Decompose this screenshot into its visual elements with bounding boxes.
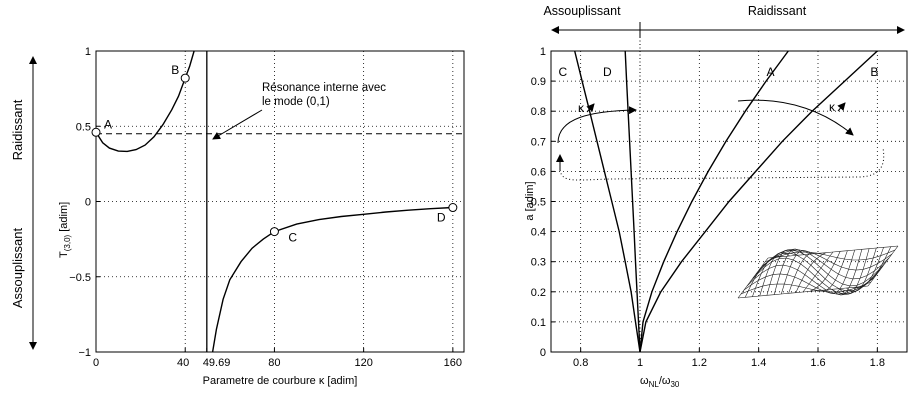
mode-shape-illustration xyxy=(737,245,899,299)
left-x-tick-label-5: 160 xyxy=(444,357,462,369)
right-dotted-loop xyxy=(559,147,885,181)
left-point-D xyxy=(448,203,458,213)
kappa-label-right: κ xyxy=(829,100,836,114)
left-decorations xyxy=(96,51,464,352)
mesh-line-u-17 xyxy=(860,246,892,287)
right-chart: 0.8 1 1.2 1.4 1.6 1.8 0 0.1 0.2 0.3 0.4 0.5 0.6 0.7 0.… xyxy=(524,4,908,389)
right-x-label-sub2: 30 xyxy=(670,380,679,389)
left-point-label-A: A xyxy=(104,117,112,131)
left-side-label-bottom: Assouplissant xyxy=(10,228,25,309)
left-points: A B C D xyxy=(91,63,458,245)
right-x-axis-label: ωNL/ω30 xyxy=(640,375,680,389)
left-y-tick-label-0: −1 xyxy=(78,347,91,359)
left-x-tick-label-4: 120 xyxy=(354,357,372,369)
mesh-line-u-1 xyxy=(744,257,776,298)
left-series-1 xyxy=(211,206,453,353)
mesh-line-v-0 xyxy=(767,245,899,259)
mesh-line-v-10 xyxy=(737,285,869,299)
right-y-tick-label-10: 1 xyxy=(540,46,546,58)
left-y-tick-label-4: 1 xyxy=(85,46,91,58)
right-x-tick-label-0: 0.8 xyxy=(573,357,588,369)
right-series xyxy=(574,50,878,353)
left-point-B xyxy=(180,73,190,83)
right-y-tick-label-2: 0.2 xyxy=(531,287,546,299)
left-y-axis-label-sub: (3,0) xyxy=(63,234,72,251)
right-x-label-omega: ω xyxy=(640,375,649,387)
right-x-label-slash: /ω xyxy=(659,375,671,387)
left-x-tick-label-3: 80 xyxy=(268,357,280,369)
kappa-small-arrow-right xyxy=(837,102,846,112)
right-curve-label-D: D xyxy=(603,65,612,79)
right-series-D xyxy=(624,50,641,353)
left-point-A xyxy=(91,127,101,137)
right-x-tick-label-2: 1.2 xyxy=(692,357,707,369)
right-series-A xyxy=(639,50,789,353)
kappa-label-left: κ xyxy=(578,101,585,115)
right-y-tick-label-4: 0.4 xyxy=(531,227,546,239)
mesh-line-v-4 xyxy=(755,249,887,287)
left-x-axis-label: Parametre de courbure κ [adim] xyxy=(203,375,358,387)
left-y-axis-label-main: T xyxy=(58,251,70,258)
right-x-tick-label-5: 1.8 xyxy=(870,357,885,369)
left-y-tick-label-2: 0 xyxy=(85,197,91,209)
right-x-tick-label-4: 1.6 xyxy=(810,357,825,369)
right-y-tick-label-3: 0.3 xyxy=(531,257,546,269)
left-ticks: 0 40 49.69 80 120 160 −1 −0.5 0 0.5 1 xyxy=(69,46,462,369)
mesh-line-v-9 xyxy=(740,281,872,295)
right-y-tick-label-1: 0.1 xyxy=(531,317,546,329)
left-chart: 0 40 49.69 80 120 160 −1 −0.5 0 0.5 1 A B C D Raidiss… xyxy=(10,46,465,387)
kappa-small-arrow-left xyxy=(586,103,595,113)
right-top-label-left: Assouplissant xyxy=(543,4,621,18)
left-y-axis-label: T(3,0) [adim] xyxy=(58,202,72,258)
right-y-axis-label: a [adim] xyxy=(524,181,536,220)
right-y-tick-label-8: 0.8 xyxy=(531,106,546,118)
right-x-tick-label-3: 1.4 xyxy=(751,357,766,369)
right-top-label-right: Raidissant xyxy=(748,4,807,18)
kappa-arrow-right xyxy=(737,99,854,136)
right-y-tick-label-9: 0.9 xyxy=(531,76,546,88)
right-curve-label-B: B xyxy=(870,65,878,79)
right-y-tick-label-6: 0.6 xyxy=(531,166,546,178)
mesh-line-v-2 xyxy=(761,249,893,271)
right-curve-label-C: C xyxy=(559,65,568,79)
left-point-label-D: D xyxy=(437,211,446,225)
right-ticks: 0.8 1 1.2 1.4 1.6 1.8 0 0.1 0.2 0.3 0.4 0.5 0.6 0.7 0.… xyxy=(531,46,885,369)
right-y-tick-label-5: 0.5 xyxy=(531,197,546,209)
right-y-tick-label-0: 0 xyxy=(540,347,546,359)
left-point-C xyxy=(269,227,279,237)
annotation-line2: le mode (0,1) xyxy=(262,96,330,108)
left-point-label-B: B xyxy=(171,63,179,77)
right-series-C xyxy=(574,50,641,353)
annotation-line1: Résonance interne avec xyxy=(262,82,386,94)
mesh-line-v-7 xyxy=(746,264,878,296)
annotation-arrow xyxy=(212,109,263,140)
mesh-line-v-5 xyxy=(752,252,884,292)
left-x-tick-label-2: 49.69 xyxy=(203,357,231,369)
left-y-axis-label-unit: [adim] xyxy=(58,202,70,235)
kappa-arrow-left xyxy=(557,106,637,144)
right-x-tick-label-1: 1 xyxy=(637,357,643,369)
left-y-tick-label-3: 0.5 xyxy=(76,121,91,133)
left-series-0 xyxy=(95,50,195,153)
mesh-line-v-1 xyxy=(764,249,896,263)
right-y-tick-label-7: 0.7 xyxy=(531,136,546,148)
left-x-tick-label-0: 0 xyxy=(93,357,99,369)
mesh-line-v-6 xyxy=(749,257,881,295)
mesh-line-v-8 xyxy=(743,273,875,295)
left-point-label-C: C xyxy=(288,231,297,245)
left-y-tick-label-1: −0.5 xyxy=(69,272,91,284)
left-side-label-top: Raidissant xyxy=(10,99,25,160)
right-curve-label-A: A xyxy=(767,65,775,79)
left-x-tick-label-1: 40 xyxy=(177,357,189,369)
right-series-B xyxy=(639,50,878,353)
right-x-label-sub1: NL xyxy=(649,380,660,389)
